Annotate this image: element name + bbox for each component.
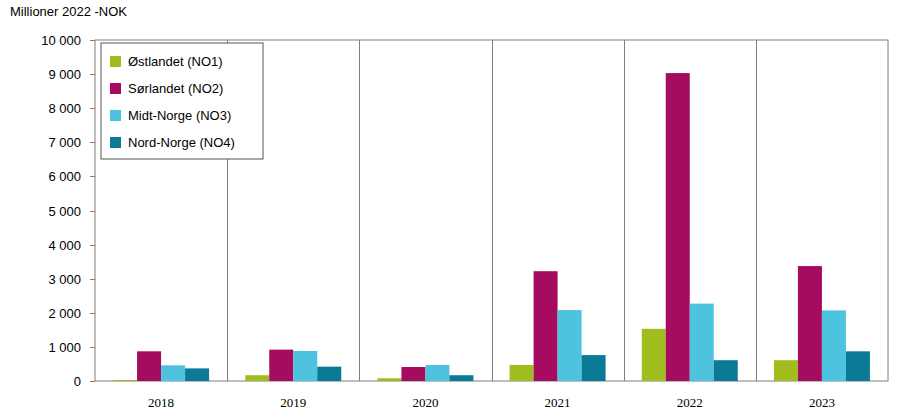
y-tick-label: 7 000 [48, 135, 81, 150]
legend-label: Sørlandet (NO2) [128, 81, 223, 96]
bar [185, 368, 209, 381]
legend-label: Østlandet (NO1) [128, 54, 223, 69]
bar [293, 351, 317, 381]
x-tick-label: 2018 [148, 395, 174, 410]
bar [714, 360, 738, 381]
bar [642, 329, 666, 381]
bar [425, 365, 449, 381]
category-separator [756, 40, 757, 381]
category-separator [624, 40, 625, 381]
bar [774, 360, 798, 381]
y-tick [90, 381, 95, 382]
bar [449, 375, 473, 381]
bar [558, 310, 582, 381]
y-axis-label: Millioner 2022 -NOK [10, 4, 127, 19]
bar [510, 365, 534, 381]
y-tick [90, 40, 95, 41]
legend: Østlandet (NO1) Sørlandet (NO2) Midt-Norge… [101, 43, 263, 159]
x-tick-label: 2022 [677, 395, 703, 410]
y-tick-label: 3 000 [48, 272, 81, 287]
bar [245, 375, 269, 381]
bar [798, 266, 822, 381]
legend-label: Midt-Norge (NO3) [128, 108, 231, 123]
bar [534, 271, 558, 381]
category-separator [359, 40, 360, 381]
y-tick-label: 2 000 [48, 306, 81, 321]
bar [846, 351, 870, 381]
x-tick-label: 2020 [412, 395, 438, 410]
y-tick-label: 6 000 [48, 169, 81, 184]
legend-swatch [110, 110, 121, 121]
y-tick [90, 74, 95, 75]
category-separator [492, 40, 493, 381]
y-tick [90, 176, 95, 177]
y-tick-label: 5 000 [48, 204, 81, 219]
plot-frame [95, 40, 888, 381]
x-tick-label: 2023 [809, 395, 835, 410]
bar [317, 367, 341, 381]
y-tick-label: 1 000 [48, 340, 81, 355]
y-tick [90, 211, 95, 212]
bar [690, 304, 714, 381]
y-tick [90, 347, 95, 348]
bar [666, 73, 690, 381]
y-tick-label: 9 000 [48, 67, 81, 82]
y-tick [90, 313, 95, 314]
y-tick [90, 142, 95, 143]
bar [161, 365, 185, 381]
legend-swatch [110, 83, 121, 94]
legend-swatch [110, 56, 121, 67]
bar [113, 380, 137, 381]
bar [401, 367, 425, 381]
y-tick-label: 10 000 [41, 33, 81, 48]
bar [137, 351, 161, 381]
x-tick-label: 2021 [545, 395, 571, 410]
y-tick-label: 4 000 [48, 238, 81, 253]
y-tick [90, 245, 95, 246]
y-tick [90, 108, 95, 109]
y-tick-label: 8 000 [48, 101, 81, 116]
x-tick-label: 2019 [280, 395, 306, 410]
bar [377, 378, 401, 381]
bar [269, 350, 293, 381]
y-tick-label: 0 [74, 374, 81, 389]
bar [822, 310, 846, 381]
bars [113, 73, 870, 381]
y-tick [90, 279, 95, 280]
bar [582, 355, 606, 381]
legend-box [101, 43, 263, 159]
legend-label: Nord-Norge (NO4) [128, 135, 235, 150]
legend-swatch [110, 137, 121, 148]
chart: Millioner 2022 -NOK 0 1 000 2 000 3 000 4 000… [0, 0, 914, 417]
